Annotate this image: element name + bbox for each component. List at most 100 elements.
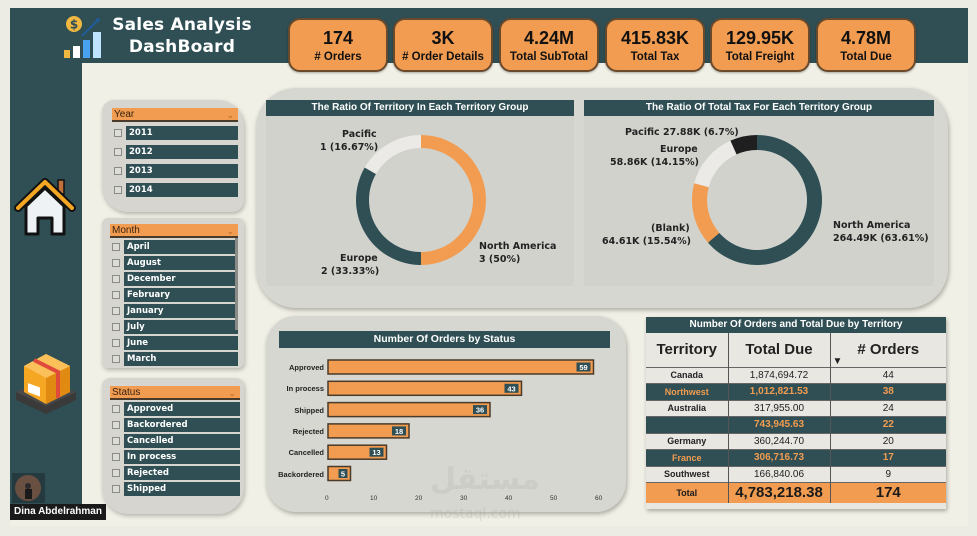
slicer-option[interactable]: Approved <box>110 402 240 416</box>
slicer-option[interactable]: March <box>110 352 238 366</box>
chart-title: The Ratio Of Total Tax For Each Territor… <box>584 100 934 116</box>
option-label: July <box>124 320 238 334</box>
tax-donut-chart[interactable] <box>584 116 934 286</box>
month-filter-panel: Month ⌄ April August December February Ja… <box>102 218 244 368</box>
chevron-down-icon[interactable]: ⌄ <box>226 226 234 236</box>
checkbox[interactable] <box>112 291 120 299</box>
checkbox[interactable] <box>112 453 120 461</box>
donut-slice-north-america[interactable] <box>707 135 822 265</box>
territory-donut-chart[interactable] <box>266 116 574 286</box>
cell-total-due: 306,716.73 <box>728 449 831 466</box>
slicer-option[interactable]: Cancelled <box>110 434 240 448</box>
slicer-option[interactable]: Rejected <box>110 466 240 480</box>
option-label: March <box>124 352 238 366</box>
cell-territory: Northwest <box>646 383 729 400</box>
table-row[interactable]: Northwest 1,012,821.53 38 <box>646 383 946 400</box>
table-row[interactable]: Canada 1,874,694.72 44 <box>646 367 946 384</box>
slicer-option[interactable]: In process <box>110 450 240 464</box>
option-label: January <box>124 304 238 318</box>
month-slicer: Month ⌄ April August December February Ja… <box>110 224 238 366</box>
checkbox[interactable] <box>114 129 122 137</box>
kpi-label: Total Freight <box>725 51 795 63</box>
donut-slice-pacific[interactable] <box>364 135 421 174</box>
bar-value-label: 13 <box>372 448 380 457</box>
slicer-option[interactable]: December <box>110 272 238 286</box>
donut-slice-europe[interactable] <box>356 167 421 266</box>
slicer-option[interactable]: Shipped <box>110 482 240 496</box>
checkbox[interactable] <box>112 275 120 283</box>
checkbox[interactable] <box>114 186 122 194</box>
bar-approved[interactable] <box>327 359 595 375</box>
checkbox[interactable] <box>112 243 120 251</box>
donut-slice-blank[interactable] <box>692 183 720 243</box>
bar-in-process[interactable] <box>327 380 523 397</box>
checkbox[interactable] <box>112 307 120 315</box>
slicer-title: Status <box>112 387 141 398</box>
option-label: Shipped <box>124 482 240 496</box>
slicer-option[interactable]: January <box>110 304 238 318</box>
month-scrollbar[interactable] <box>235 238 238 330</box>
checkbox[interactable] <box>114 167 122 175</box>
cell-orders: 20 <box>830 433 946 450</box>
chart-title: The Ratio Of Territory In Each Territory… <box>266 100 574 116</box>
avatar <box>12 473 45 503</box>
option-label: 2013 <box>126 164 238 178</box>
option-label: Rejected <box>124 466 240 480</box>
column-header-orders[interactable]: # Orders ▼ <box>830 333 946 367</box>
checkbox[interactable] <box>112 405 120 413</box>
checkbox[interactable] <box>112 469 120 477</box>
slicer-option[interactable]: 2014 <box>112 183 238 197</box>
bar-shipped[interactable] <box>327 401 491 418</box>
title-line-1: Sales Analysis <box>112 15 252 35</box>
table-row[interactable]: Germany 360,244.70 20 <box>646 433 946 450</box>
slicer-option[interactable]: Backordered <box>110 418 240 432</box>
header-label: Total Due <box>745 341 813 359</box>
option-label: June <box>124 336 238 350</box>
checkbox[interactable] <box>112 355 120 363</box>
slicer-option[interactable]: July <box>110 320 238 334</box>
user-name-tag: Dina Abdelrahman <box>10 504 106 520</box>
slicer-option[interactable]: 2011 <box>112 126 238 140</box>
table-row[interactable]: France 306,716.73 17 <box>646 449 946 466</box>
checkbox[interactable] <box>112 485 120 493</box>
package-box-icon[interactable] <box>14 348 78 416</box>
option-label: 2014 <box>126 183 238 197</box>
orders-by-status-bar-chart[interactable]: 59 43 36 18 13 5 <box>266 350 626 510</box>
slicer-option[interactable]: June <box>110 336 238 350</box>
kpi-value: 415.83K <box>620 28 690 48</box>
checkbox[interactable] <box>112 421 120 429</box>
table-row[interactable]: 743,945.63 22 <box>646 416 946 433</box>
checkbox[interactable] <box>112 339 120 347</box>
table-row[interactable]: Southwest 166,840.06 9 <box>646 466 946 483</box>
status-slicer-header[interactable]: Status ⌄ <box>110 386 240 400</box>
checkbox[interactable] <box>114 148 122 156</box>
column-header-total-due[interactable]: Total Due <box>728 333 831 367</box>
cell-orders: 22 <box>830 416 946 433</box>
chevron-down-icon[interactable]: ⌄ <box>226 110 234 120</box>
home-icon[interactable] <box>12 174 78 240</box>
year-slicer-header[interactable]: Year ⌄ <box>112 108 238 122</box>
kpi-orders: 174 # Orders <box>288 18 388 72</box>
option-label: In process <box>124 450 240 464</box>
column-header-territory[interactable]: Territory <box>646 333 729 367</box>
checkbox[interactable] <box>112 323 120 331</box>
donut-slice-pacific[interactable] <box>730 135 757 155</box>
kpi-total-freight: 129.95K Total Freight <box>710 18 810 72</box>
checkbox[interactable] <box>112 437 120 445</box>
slicer-option[interactable]: April <box>110 240 238 254</box>
checkbox[interactable] <box>112 259 120 267</box>
donut-slice-europe[interactable] <box>694 140 737 188</box>
bar-rejected[interactable] <box>327 423 410 439</box>
slicer-option[interactable]: August <box>110 256 238 270</box>
sort-descending-icon[interactable]: ▼ <box>832 355 843 367</box>
slicer-option[interactable]: 2013 <box>112 164 238 178</box>
month-slicer-header[interactable]: Month ⌄ <box>110 224 238 238</box>
data-label: Pacific <box>342 129 377 140</box>
table-row[interactable]: Australia 317,955.00 24 <box>646 400 946 417</box>
category-label: Cancelled <box>288 448 324 458</box>
donut-slice-north-america[interactable] <box>421 135 486 265</box>
slicer-option[interactable]: February <box>110 288 238 302</box>
kpi-label: # Order Details <box>402 51 484 63</box>
slicer-option[interactable]: 2012 <box>112 145 238 159</box>
chevron-down-icon[interactable]: ⌄ <box>228 388 236 398</box>
